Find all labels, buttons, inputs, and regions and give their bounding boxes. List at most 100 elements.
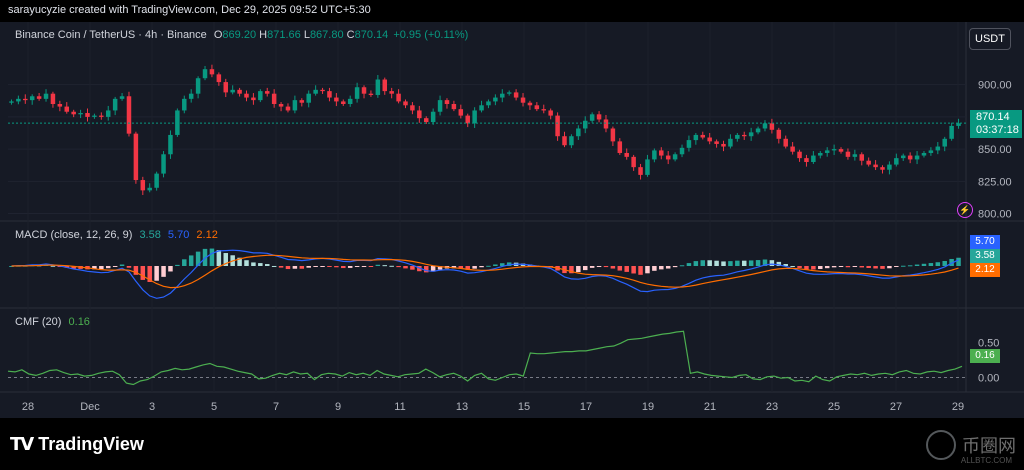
candle-body [216, 74, 222, 83]
macd-histogram-bar [880, 266, 885, 269]
candle-body [797, 151, 802, 159]
candle-body [735, 134, 740, 139]
macd-histogram-bar [216, 250, 222, 266]
candle-body [852, 154, 858, 157]
macd-histogram-bar [589, 266, 595, 268]
time-tick-label: 23 [766, 401, 778, 413]
macd-histogram-bar [271, 265, 277, 267]
macd-histogram-bar [299, 266, 305, 269]
candle-body [29, 96, 35, 101]
candle-body [271, 93, 277, 104]
macd-histogram-bar [354, 266, 360, 267]
candle-body [223, 82, 229, 93]
candle-body [147, 187, 152, 191]
candle-body [43, 93, 49, 99]
candle-body [327, 91, 332, 98]
time-tick-label: 28 [22, 401, 34, 413]
cmf-value: 0.16 [68, 316, 90, 328]
tradingview-brand: TradingView [38, 434, 144, 454]
candle-body [161, 154, 166, 174]
candle-body [465, 115, 470, 124]
candle-body [423, 118, 429, 123]
macd-histogram-bar [700, 260, 706, 266]
macd-histogram-bar [624, 266, 629, 272]
macd-histogram-bar [92, 266, 97, 270]
candle-body [907, 155, 913, 160]
tradingview-logo[interactable]: TV TradingView [10, 434, 144, 455]
price-tick-label: 850.00 [978, 144, 1012, 156]
macd-histogram-bar [949, 258, 954, 266]
macd-histogram-bar [596, 266, 602, 267]
candle-body [914, 155, 920, 160]
macd-histogram-bar [375, 264, 381, 266]
macd-histogram-bar [610, 266, 616, 269]
candle-body [818, 152, 823, 156]
candle-body [368, 93, 374, 95]
candle-body [36, 96, 42, 99]
price-tick-label: 800.00 [978, 209, 1012, 221]
macd-histogram-bar [188, 255, 194, 266]
macd-histogram-bar [168, 266, 173, 272]
candle-body [50, 93, 56, 104]
macd-histogram-bar [341, 266, 346, 269]
candle-body [417, 110, 422, 119]
candle-body [562, 136, 567, 146]
candle-body [500, 93, 505, 98]
watermark-text: 币圈网 [962, 436, 1016, 457]
candle-body [714, 141, 719, 144]
macd-histogram-bar [264, 264, 270, 266]
macd-line [11, 249, 959, 299]
cmf-line [7, 330, 963, 386]
last-price: 870.14 [976, 111, 1010, 123]
price-tick-label: 900.00 [978, 80, 1012, 92]
candle-body [292, 100, 298, 111]
macd-histogram-bar [755, 260, 761, 266]
candle-body [299, 100, 305, 103]
candle-body [237, 89, 242, 94]
candle-body [769, 123, 775, 130]
candle-body [804, 158, 809, 162]
candle-body [341, 101, 346, 104]
macd-histogram-bar [672, 266, 678, 268]
macd-histogram-bar [9, 266, 14, 267]
candle-body [168, 134, 173, 155]
macd-histogram-bar [472, 266, 477, 269]
macd-histogram-bar [679, 265, 685, 267]
lightning-icon[interactable]: ⚡ [957, 202, 973, 218]
macd-histogram-bar [430, 266, 436, 272]
macd-histogram-bar [71, 266, 76, 269]
time-tick-label: 19 [642, 401, 654, 413]
macd-histogram-bar [928, 263, 934, 266]
time-tick-label: 15 [518, 401, 530, 413]
candle-body [306, 93, 311, 103]
macd-histogram-bar [735, 260, 740, 266]
macd-legend: MACD (close, 12, 26, 9) 3.58 5.70 2.12 [15, 229, 218, 241]
candle-body [672, 154, 678, 160]
macd-histogram-bar [845, 266, 851, 268]
candle-body [188, 93, 194, 99]
currency-button[interactable]: USDT [969, 28, 1011, 50]
bar-countdown: 03:37:18 [976, 124, 1019, 136]
chart-area[interactable] [0, 22, 1024, 418]
candle-body [513, 92, 519, 98]
macd-histogram-bar [659, 266, 664, 270]
candle-body [783, 138, 788, 147]
candle-body [831, 149, 837, 151]
candle-body [741, 134, 747, 137]
macd-histogram-bar [417, 266, 422, 272]
macd-histogram-bar [887, 266, 892, 269]
chart-credit: sarayucyzie created with TradingView.com… [8, 4, 371, 16]
watermark-subtext: ALLBTC.COM [960, 456, 1012, 465]
candle-body [631, 156, 636, 168]
macd-histogram-bar [721, 261, 726, 266]
macd-histogram-bar [576, 266, 581, 273]
macd-histogram-bar [423, 266, 429, 273]
candle-body [244, 93, 249, 98]
macd-histogram-bar [175, 264, 180, 266]
candle-body [112, 98, 118, 111]
candle-body [126, 96, 132, 134]
candle-body [195, 78, 201, 94]
macd-histogram-bar [126, 266, 132, 268]
candle-body [313, 89, 318, 94]
